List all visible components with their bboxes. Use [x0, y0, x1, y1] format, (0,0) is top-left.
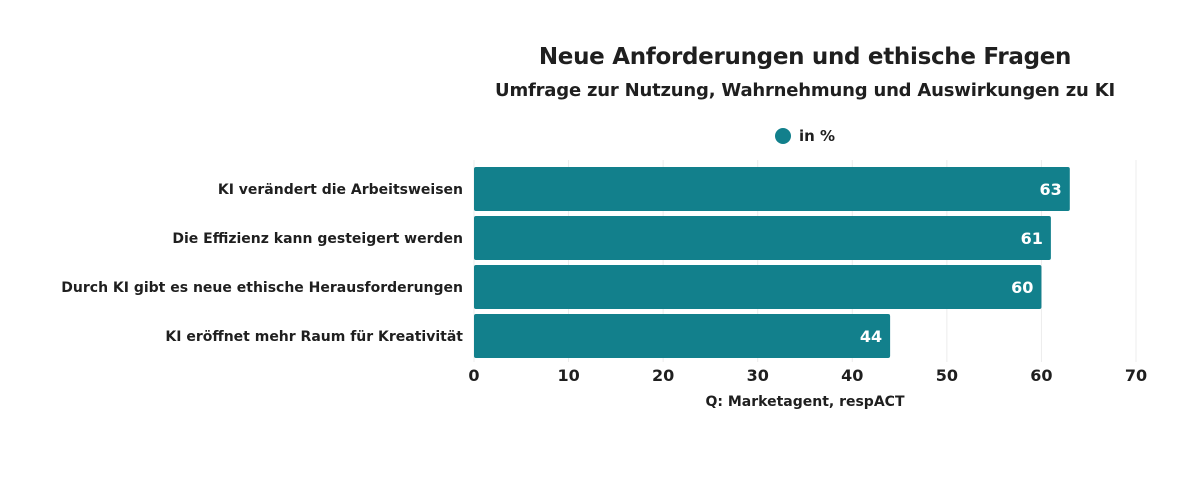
- bar-value-label: 44: [860, 327, 882, 346]
- bar: [474, 216, 1051, 260]
- x-tick-label: 50: [936, 366, 958, 385]
- legend-swatch: [774, 128, 791, 144]
- x-axis-ticks: 0 10 20 30 40 50 60 70: [468, 366, 1147, 385]
- x-tick-label: 20: [652, 366, 674, 385]
- x-tick-label: 10: [557, 366, 579, 385]
- category-label: KI eröffnet mehr Raum für Kreativität: [165, 329, 463, 345]
- x-tick-label: 0: [468, 366, 479, 385]
- x-tick-label: 40: [841, 366, 863, 385]
- bar: [474, 314, 891, 358]
- x-tick-label: 30: [747, 366, 769, 385]
- bar-value-label: 63: [1040, 180, 1062, 199]
- category-label: Durch KI gibt es neue ethische Herausfor…: [61, 280, 463, 296]
- legend: in %: [474, 127, 1136, 145]
- bar: [474, 265, 1042, 309]
- category-label: Die Effizienz kann gesteigert werden: [172, 231, 463, 247]
- bars: 63 61 60 44: [474, 167, 1070, 358]
- legend-label: in %: [798, 127, 836, 145]
- bar-value-label: 61: [1021, 229, 1043, 248]
- source-note: Q: Marketagent, respACT: [705, 394, 905, 410]
- x-tick-label: 60: [1030, 366, 1052, 385]
- chart-title: Neue Anforderungen und ethische Fragen: [538, 44, 1072, 70]
- category-labels: KI verändert die Arbeitsweisen Die Effizi…: [61, 182, 463, 345]
- x-tick-label: 70: [1125, 366, 1147, 385]
- bar-value-label: 60: [1011, 278, 1033, 297]
- category-label: KI verändert die Arbeitsweisen: [218, 182, 463, 198]
- chart-subtitle: Umfrage zur Nutzung, Wahrnehmung und Aus…: [495, 80, 1115, 101]
- bar: [474, 167, 1070, 211]
